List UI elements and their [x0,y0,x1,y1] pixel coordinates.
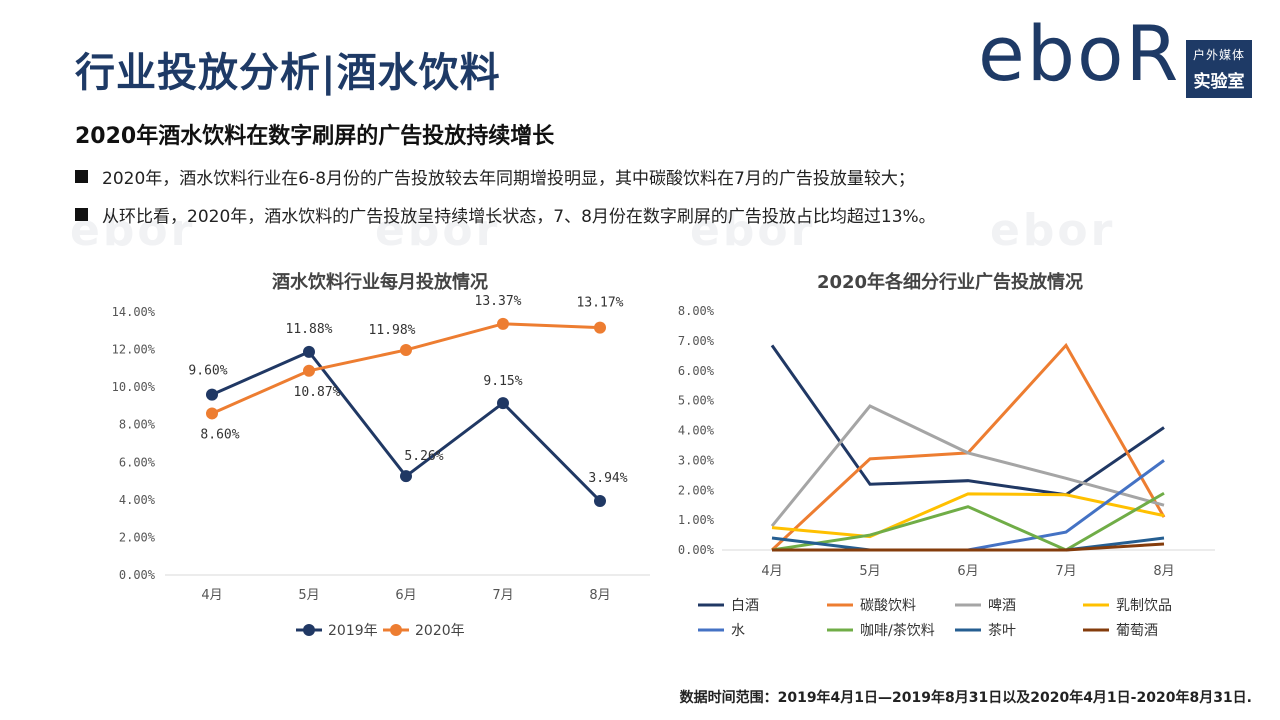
y-tick-label: 10.00% [112,380,156,394]
series-line-碳酸饮料 [770,342,1166,552]
legend-label: 碳酸饮料 [860,598,916,614]
bullet-text: 从环比看，2020年，酒水饮料的广告投放呈持续增长状态，7、8月份在数字刷屏的广… [102,207,936,227]
legend-label: 茶叶 [988,623,1016,639]
data-label: 13.37% [475,294,522,309]
watermark: ebor [690,205,816,256]
logo-wordmark: eboR [978,9,1181,98]
data-point [400,343,412,356]
series-line-啤酒 [770,404,1165,528]
x-tick-label: 7月 [1055,564,1076,579]
watermark: ebor [375,205,501,256]
legend-label: 咖啡/茶饮料 [860,623,935,639]
data-point [497,397,509,410]
y-tick-label: 5.00% [678,394,715,408]
logo-tag: 户外媒体 实验室 [1186,40,1252,98]
legend-label: 白酒 [731,598,759,614]
page-title: 行业投放分析|酒水饮料 [75,50,501,96]
chart-1-title: 酒水饮料行业每月投放情况 [272,272,488,293]
data-point [400,470,412,483]
y-tick-label: 3.00% [678,453,715,467]
data-label: 3.94% [588,471,627,486]
legend-label: 2019年 [328,623,378,639]
series-line-咖啡/茶饮料 [771,491,1165,552]
data-point [594,494,606,507]
bullet-text: 2020年，酒水饮料行业在6-8月份的广告投放较去年同期增投明显，其中碳酸饮料在… [102,169,915,189]
x-tick-label: 5月 [298,588,319,603]
section-subtitle: 2020年酒水饮料在数字刷屏的广告投放持续增长 [75,124,555,149]
legend-label: 葡萄酒 [1116,623,1158,639]
bullet-square-icon [75,170,88,183]
data-label: 9.15% [483,374,522,389]
bullet-square-icon [75,208,88,221]
y-tick-label: 2.00% [678,483,715,497]
x-tick-label: 8月 [1153,564,1174,579]
data-label: 11.98% [369,323,416,338]
logo-tag-line1: 户外媒体 [1192,48,1245,62]
data-point [303,345,315,358]
x-tick-label: 4月 [761,564,782,579]
data-label: 13.17% [577,296,624,311]
logo-tag-line2: 实验室 [1193,72,1245,92]
data-point [303,364,315,377]
bullet-item: 2020年，酒水饮料行业在6-8月份的广告投放较去年同期增投明显，其中碳酸饮料在… [75,164,915,189]
y-tick-label: 8.00% [678,304,715,318]
y-tick-label: 12.00% [112,343,156,357]
y-tick-label: 14.00% [112,305,156,319]
x-tick-label: 4月 [201,588,222,603]
x-tick-label: 8月 [589,588,610,603]
y-tick-label: 4.00% [119,493,156,507]
legend-marker [390,624,402,636]
y-tick-label: 4.00% [678,424,715,438]
x-tick-label: 6月 [395,588,416,603]
data-label: 5.26% [404,449,443,464]
series-line-葡萄酒 [772,542,1165,552]
x-tick-label: 6月 [957,564,978,579]
y-tick-label: 7.00% [678,334,715,348]
data-range-footnote: 数据时间范围：2019年4月1日—2019年8月31日以及2020年4月1日-2… [679,690,1252,706]
series-line-白酒 [770,344,1165,497]
data-point [497,317,509,330]
legend-marker [303,624,315,636]
legend-label: 水 [731,623,745,639]
legend-label: 啤酒 [988,598,1016,614]
y-tick-label: 1.00% [678,513,715,527]
data-label: 11.88% [286,322,333,337]
bullet-item: 从环比看，2020年，酒水饮料的广告投放呈持续增长状态，7、8月份在数字刷屏的广… [75,202,936,227]
watermark: ebor [70,205,196,256]
legend-label: 乳制饮品 [1116,598,1172,614]
legend-label: 2020年 [415,623,465,639]
y-tick-label: 6.00% [119,455,156,469]
data-label: 8.60% [200,427,239,442]
y-tick-label: 8.00% [119,418,156,432]
y-tick-label: 6.00% [678,364,715,378]
watermark: ebor [990,205,1116,256]
x-tick-label: 7月 [492,588,513,603]
x-tick-label: 5月 [859,564,880,579]
data-point [594,321,606,334]
y-tick-label: 0.00% [119,568,156,582]
data-label: 10.87% [294,385,341,400]
series-line-乳制饮品 [771,492,1165,539]
data-point [206,388,218,401]
data-label: 9.60% [188,364,227,379]
y-tick-label: 0.00% [678,543,715,557]
y-tick-label: 2.00% [119,530,156,544]
brand-logo: eboR 户外媒体 实验室 [978,16,1253,100]
data-point [206,407,218,420]
chart-2-title: 2020年各细分行业广告投放情况 [816,272,1084,293]
